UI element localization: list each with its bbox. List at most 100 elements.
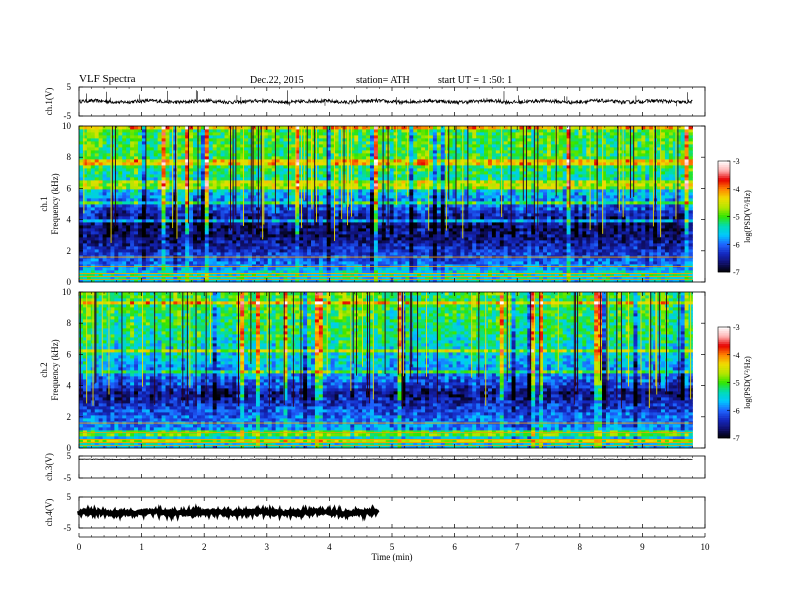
spectrogram-cell bbox=[79, 264, 84, 268]
spectrogram-cell bbox=[401, 252, 406, 256]
spectrogram-cell bbox=[283, 210, 288, 214]
spectrogram-cell bbox=[141, 174, 147, 178]
spectrogram-cell bbox=[307, 150, 312, 154]
spectrogram-cell bbox=[425, 270, 430, 274]
spectrogram-cell bbox=[322, 222, 328, 226]
spectrogram-cell bbox=[440, 243, 446, 247]
spectrogram-cell bbox=[110, 240, 115, 244]
spectrogram-cell bbox=[358, 162, 363, 166]
spectrogram-cell bbox=[279, 129, 284, 133]
spectrogram-cell bbox=[409, 243, 414, 247]
spectrogram-cell bbox=[82, 138, 88, 142]
spectrogram-cell bbox=[212, 237, 218, 241]
spectrogram-cell bbox=[204, 225, 210, 229]
spectrogram-cell bbox=[248, 279, 253, 283]
spectrogram-cell bbox=[122, 240, 127, 244]
spectrogram-cell bbox=[98, 264, 103, 268]
spectrogram-cell bbox=[409, 138, 414, 142]
spectrogram-cell bbox=[98, 222, 103, 226]
spectrogram-cell bbox=[330, 186, 336, 190]
spectrogram-cell bbox=[330, 132, 336, 136]
spectrogram-cell bbox=[204, 252, 210, 256]
spectrogram-cell bbox=[79, 243, 84, 247]
spectrogram-cell bbox=[130, 174, 135, 178]
spectrogram-cell bbox=[259, 171, 265, 175]
spectrogram-cell bbox=[141, 204, 147, 208]
spectrogram-cell bbox=[393, 201, 398, 205]
spectrogram-cell bbox=[232, 204, 237, 208]
spectrogram-cell bbox=[417, 156, 422, 160]
spectrogram-cell bbox=[106, 144, 111, 148]
spectrogram-cell bbox=[149, 225, 155, 229]
spectrogram-cell bbox=[287, 144, 292, 148]
spectrogram-cell bbox=[169, 267, 174, 271]
spectrogram-cell bbox=[334, 144, 339, 148]
spectrogram-cell bbox=[377, 156, 383, 160]
spectrogram-cell bbox=[432, 210, 438, 214]
spectrogram-cell bbox=[236, 159, 241, 163]
spectrogram-cell bbox=[79, 189, 84, 193]
spectrogram-cell bbox=[421, 138, 426, 142]
spectrogram-cell bbox=[342, 132, 347, 136]
spectrogram-cell bbox=[322, 177, 328, 181]
spectrogram-cell bbox=[200, 144, 206, 148]
spectrogram-cell bbox=[248, 246, 253, 250]
spectrogram-cell bbox=[240, 207, 245, 211]
spectrogram-cell bbox=[373, 180, 379, 184]
spectrogram-cell bbox=[244, 201, 249, 205]
spectrogram-cell bbox=[275, 270, 280, 274]
spectrogram-cell bbox=[169, 228, 174, 232]
spectrogram-cell bbox=[248, 174, 253, 178]
spectrogram-cell bbox=[342, 165, 347, 169]
spectrogram-cell bbox=[220, 276, 225, 280]
spectrogram-cell bbox=[134, 138, 139, 142]
spectrogram-cell bbox=[122, 216, 127, 220]
spectrogram-cell bbox=[145, 252, 151, 256]
spectrogram-cell bbox=[401, 279, 406, 283]
spectrogram-cell bbox=[196, 183, 202, 187]
spectrogram-cell bbox=[141, 279, 147, 283]
spectrogram-cell bbox=[161, 228, 166, 232]
spectrogram-cell bbox=[303, 153, 308, 157]
spectrogram-cell bbox=[161, 165, 166, 169]
spectrogram-cell bbox=[157, 198, 162, 202]
spectrogram-cell bbox=[401, 261, 406, 265]
spectrogram-cell bbox=[110, 234, 115, 238]
spectrogram-cell bbox=[216, 234, 221, 238]
spectrogram-cell bbox=[393, 267, 398, 271]
spectrogram-cell bbox=[338, 210, 343, 214]
spectrogram-cell bbox=[224, 162, 229, 166]
spectrogram-cell bbox=[94, 270, 100, 274]
spectrogram-cell bbox=[271, 267, 277, 271]
spectrogram-cell bbox=[283, 138, 288, 142]
spectrogram-cell bbox=[342, 156, 347, 160]
spectrogram-cell bbox=[401, 237, 406, 241]
spectrogram-cell bbox=[271, 165, 277, 169]
spectrogram-cell bbox=[267, 270, 273, 274]
spectrogram-cell bbox=[126, 189, 131, 193]
spectrogram-cell bbox=[181, 261, 186, 265]
spectrogram-cell bbox=[366, 180, 371, 184]
spectrogram-cell bbox=[212, 135, 218, 139]
spectrogram-cell bbox=[118, 144, 123, 148]
spectrogram-cell bbox=[291, 258, 296, 262]
spectrogram-cell bbox=[196, 279, 202, 283]
spectrogram-cell bbox=[279, 204, 284, 208]
spectrogram-cell bbox=[275, 264, 280, 268]
spectrogram-cell bbox=[318, 168, 324, 172]
spectrogram-cell bbox=[330, 126, 336, 130]
spectrogram-cell bbox=[401, 144, 406, 148]
spectrogram-cell bbox=[350, 174, 355, 178]
spectrogram-cell bbox=[114, 156, 119, 160]
spectrogram-cell bbox=[82, 156, 88, 160]
spectrogram-cell bbox=[314, 195, 320, 199]
spectrogram-cell bbox=[338, 219, 343, 223]
spectrogram-cell bbox=[114, 207, 119, 211]
spectrogram-cell bbox=[252, 249, 257, 253]
spectrogram-cell bbox=[220, 132, 225, 136]
spectrogram-cell bbox=[200, 267, 206, 271]
spectrogram-cell bbox=[370, 186, 375, 190]
spectrogram-cell bbox=[212, 204, 218, 208]
spectrogram-cell bbox=[440, 126, 446, 130]
spectrogram-cell bbox=[354, 270, 359, 274]
